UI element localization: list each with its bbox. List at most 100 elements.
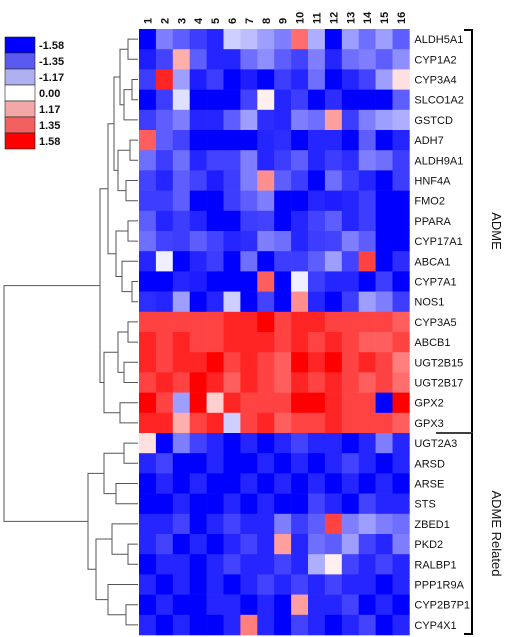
heatmap-cell	[257, 493, 275, 515]
heatmap-cell	[223, 210, 241, 232]
heatmap-cell	[358, 554, 376, 575]
heatmap-cell	[375, 513, 393, 535]
heatmap-cell	[291, 513, 309, 535]
heatmap-cell	[375, 574, 393, 595]
heatmap-cell	[139, 49, 157, 70]
heatmap-cell	[223, 130, 241, 151]
column-label: 2	[159, 18, 171, 24]
heatmap-cell	[274, 332, 292, 353]
row-label: ALDH9A1	[414, 155, 463, 167]
heatmap-cell	[206, 433, 224, 454]
heatmap-cell	[274, 453, 292, 474]
heatmap-cell	[257, 29, 275, 50]
heatmap-cell	[189, 513, 207, 535]
heatmap-cell	[308, 392, 326, 414]
heatmap-cell	[257, 190, 275, 212]
legend-label: 1.35	[39, 120, 60, 132]
heatmap-cell	[139, 513, 157, 535]
heatmap-cell	[358, 493, 376, 515]
heatmap-cell	[392, 69, 410, 90]
heatmap-cell	[308, 513, 326, 535]
dendrogram-branch	[107, 584, 138, 616]
heatmap-cell	[291, 352, 309, 373]
heatmap-cell	[291, 554, 309, 575]
heatmap-cell	[257, 231, 275, 252]
heatmap-cell	[155, 291, 174, 313]
heatmap-cell	[324, 372, 343, 393]
heatmap-cell	[257, 372, 275, 393]
heatmap-cell	[206, 513, 224, 535]
heatmap-cell	[155, 372, 174, 393]
heatmap-cell	[358, 210, 376, 232]
heatmap-cell	[358, 49, 376, 70]
heatmap-cell	[206, 231, 224, 252]
heatmap-cell	[392, 109, 410, 131]
heatmap-cell	[257, 210, 275, 232]
heatmap-cell	[206, 574, 224, 595]
dendrogram-branch	[127, 543, 138, 565]
heatmap-cell	[324, 170, 343, 191]
heatmap-cell	[274, 49, 292, 70]
heatmap-cell	[172, 352, 190, 373]
row-label: PPP1R9A	[414, 580, 464, 592]
heatmap-cell	[375, 130, 393, 151]
heatmap-cell	[291, 291, 309, 313]
heatmap-cell	[172, 534, 190, 555]
dendrogram-branch	[125, 604, 138, 626]
heatmap-cell	[375, 69, 393, 90]
heatmap-cell	[172, 513, 190, 535]
heatmap-cell	[139, 190, 157, 212]
dendrogram-branch	[131, 79, 138, 101]
heatmap-cell	[341, 453, 359, 474]
heatmap-cell	[240, 453, 258, 474]
heatmap-cell	[172, 29, 190, 50]
heatmap-cell	[291, 210, 309, 232]
heatmap-cell	[392, 493, 410, 515]
heatmap-cell	[375, 352, 393, 373]
heatmap-cell	[358, 513, 376, 535]
dendrogram-branch	[111, 523, 138, 555]
heatmap-cell	[274, 231, 292, 252]
group-brackets: ADME ADME Related	[436, 29, 504, 635]
heatmap-cell	[375, 473, 393, 494]
heatmap-cell	[155, 311, 174, 333]
heatmap-cell	[172, 614, 190, 636]
heatmap-cell	[223, 433, 241, 454]
heatmap-cell	[240, 109, 258, 131]
heatmap-cell	[240, 412, 258, 434]
dendrogram-branch	[119, 402, 138, 424]
heatmap-cell	[308, 231, 326, 252]
heatmap-cell	[139, 311, 157, 333]
heatmap-cell	[139, 130, 157, 151]
heatmap-cell	[206, 291, 224, 313]
heatmap-cell	[291, 372, 309, 393]
dendrogram-branch	[117, 149, 130, 192]
column-label: 8	[261, 18, 273, 24]
heatmap-cell	[139, 29, 157, 50]
heatmap-cell	[172, 190, 190, 212]
heatmap-cell	[291, 433, 309, 454]
heatmap-cell	[155, 392, 174, 414]
legend-swatch	[4, 132, 36, 150]
heatmap-cell	[139, 372, 157, 393]
heatmap-cell	[308, 534, 326, 555]
heatmap-cell	[206, 594, 224, 616]
heatmap-cell	[172, 392, 190, 414]
heatmap-cell	[291, 130, 309, 151]
heatmap-cell	[375, 231, 393, 252]
heatmap-cell	[274, 170, 292, 191]
heatmap-cell	[189, 311, 207, 333]
heatmap-cell	[223, 231, 241, 252]
heatmap-cell	[189, 109, 207, 131]
heatmap-cell	[189, 231, 207, 252]
heatmap-cell	[341, 513, 359, 535]
heatmap-cell	[139, 170, 157, 191]
heatmap-cell	[358, 130, 376, 151]
heatmap-cell	[392, 453, 410, 474]
heatmap-cell	[308, 69, 326, 90]
heatmap-cell	[240, 291, 258, 313]
row-label: GSTCD	[414, 115, 453, 127]
heatmap-cell	[139, 493, 157, 515]
heatmap-cell	[240, 311, 258, 333]
heatmap-cell	[358, 29, 376, 50]
